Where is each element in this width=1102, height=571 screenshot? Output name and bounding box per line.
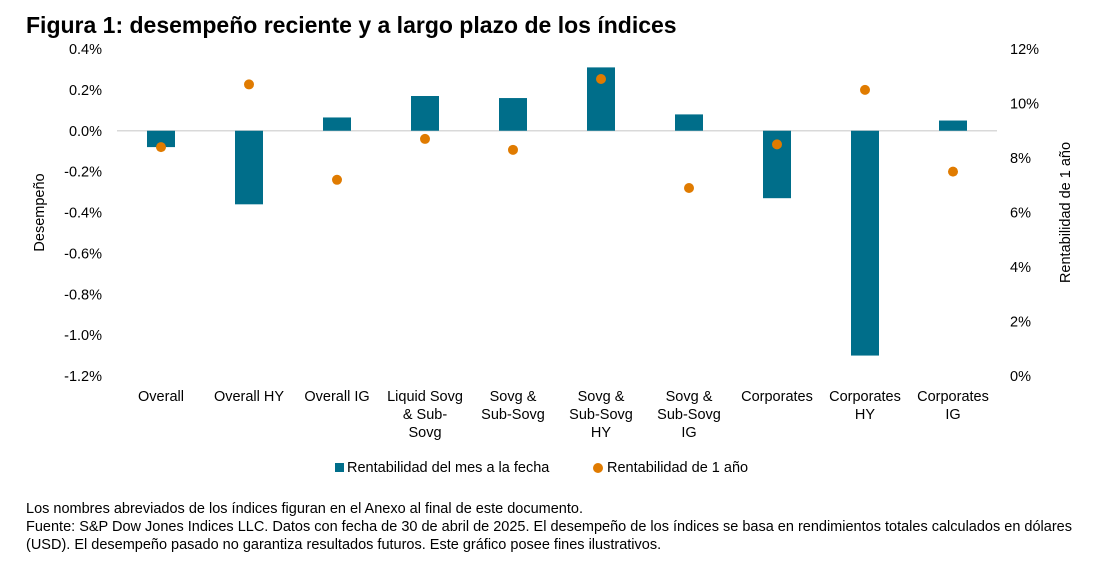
x-tick-label: Corporates — [917, 389, 989, 405]
y-tick-label: -0.8% — [64, 287, 102, 303]
x-tick-label: Sub-Sovg — [481, 407, 545, 423]
dot-one-year — [420, 133, 430, 144]
dot-one-year — [332, 174, 342, 185]
bar-month-to-date — [323, 117, 351, 131]
y2-tick-label: 8% — [1010, 151, 1031, 167]
y-tick-label: 0.0% — [69, 124, 102, 140]
dot-one-year — [772, 139, 782, 150]
x-tick-label: Sub-Sovg — [569, 407, 633, 423]
x-tick-label: Overall HY — [214, 389, 284, 405]
x-tick-label: Overall IG — [304, 389, 369, 405]
y-tick-label: -1.2% — [64, 369, 102, 385]
x-tick-label: HY — [855, 407, 875, 423]
x-tick-label: IG — [945, 407, 960, 423]
dot-one-year — [156, 142, 166, 153]
y2-tick-label: 0% — [1010, 369, 1031, 385]
y-tick-label: -1.0% — [64, 328, 102, 344]
note-source: Fuente: S&P Dow Jones Indices LLC. Datos… — [26, 519, 1072, 553]
dot-one-year — [244, 79, 254, 90]
bar-month-to-date — [411, 96, 439, 131]
x-tick-label: Sovg & — [490, 389, 537, 405]
dot-one-year — [684, 182, 694, 193]
x-tick-label: Corporates — [829, 389, 901, 405]
y2-tick-label: 4% — [1010, 260, 1031, 276]
legend-label-dot: Rentabilidad de 1 año — [607, 460, 748, 476]
bar-month-to-date — [851, 130, 879, 356]
y2-tick-label: 10% — [1010, 97, 1039, 113]
dot-one-year — [860, 84, 870, 95]
y2-axis-label: Rentabilidad de 1 año — [1058, 142, 1074, 283]
x-tick-label: HY — [591, 425, 611, 441]
bar-month-to-date — [499, 98, 527, 131]
legend-swatch-bar — [335, 463, 344, 472]
y-axis-label: Desempeño — [32, 173, 48, 251]
x-tick-label: Sub-Sovg — [657, 407, 721, 423]
bar-month-to-date — [235, 130, 263, 205]
y-tick-label: -0.6% — [64, 246, 102, 262]
dot-one-year — [596, 73, 606, 84]
dot-one-year — [508, 144, 518, 155]
legend-swatch-dot — [593, 463, 603, 473]
y-tick-label: 0.4% — [69, 42, 102, 58]
x-tick-label: Sovg & — [578, 389, 625, 405]
bar-month-to-date — [147, 130, 175, 148]
y-tick-label: 0.2% — [69, 83, 102, 99]
x-tick-label: Overall — [138, 389, 184, 405]
x-tick-label: IG — [681, 425, 696, 441]
note-abbreviations: Los nombres abreviados de los índices fi… — [26, 501, 583, 517]
x-tick-label: Corporates — [741, 389, 813, 405]
y2-tick-label: 2% — [1010, 315, 1031, 331]
y-tick-label: -0.2% — [64, 165, 102, 181]
y-tick-label: -0.4% — [64, 206, 102, 222]
legend-label-bar: Rentabilidad del mes a la fecha — [347, 460, 550, 476]
bar-month-to-date — [675, 114, 703, 131]
x-tick-label: Sovg — [408, 425, 441, 441]
y2-tick-label: 6% — [1010, 206, 1031, 222]
chart-title: Figura 1: desempeño reciente y a largo p… — [26, 12, 677, 38]
chart-notes: Los nombres abreviados de los índices fi… — [26, 500, 1076, 554]
x-tick-label: & Sub- — [403, 407, 447, 423]
y2-tick-label: 12% — [1010, 42, 1039, 58]
x-tick-label: Sovg & — [666, 389, 713, 405]
x-tick-label: Liquid Sovg — [387, 389, 463, 405]
bar-month-to-date — [939, 120, 967, 131]
dot-one-year — [948, 166, 958, 177]
chart: 0.4% 0.2% 0.0% -0.2% -0.4% -0.6% -0.8% -1.0% -1.… — [32, 42, 1074, 476]
